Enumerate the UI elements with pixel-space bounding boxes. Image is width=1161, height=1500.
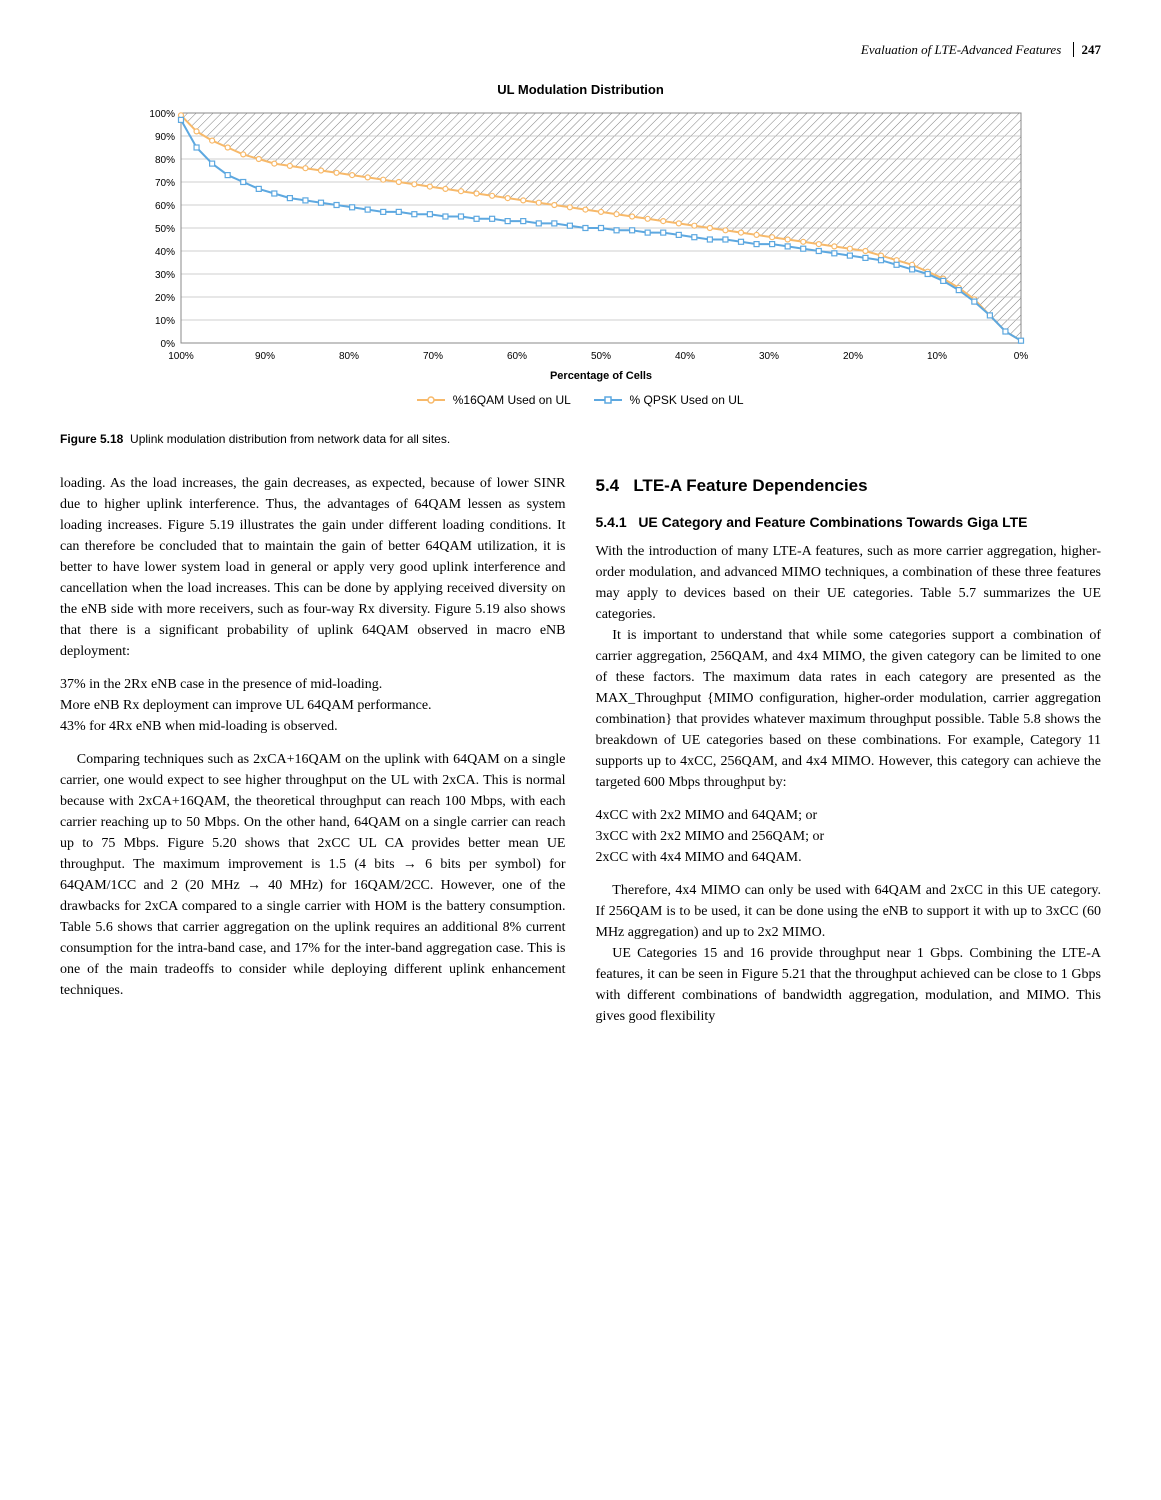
svg-text:0%: 0% <box>1013 351 1028 362</box>
svg-text:80%: 80% <box>338 351 358 362</box>
svg-text:20%: 20% <box>842 351 862 362</box>
svg-text:90%: 90% <box>154 132 174 143</box>
figure-label: Figure 5.18 <box>60 432 123 446</box>
figure-caption-text: Uplink modulation distribution from netw… <box>130 432 450 446</box>
svg-text:10%: 10% <box>926 351 946 362</box>
right-list-c: 2xCC with 4x4 MIMO and 64QAM. <box>596 847 1102 868</box>
svg-text:0%: 0% <box>160 339 175 350</box>
section-title: LTE-A Feature Dependencies <box>633 476 867 495</box>
svg-text:50%: 50% <box>590 351 610 362</box>
subsection-heading: 5.4.1 UE Category and Feature Combinatio… <box>596 512 1102 533</box>
legend-label-1: %16QAM Used on UL <box>453 393 571 407</box>
left-p1: loading. As the load increases, the gain… <box>60 473 566 662</box>
right-p1: With the introduction of many LTE-A feat… <box>596 541 1102 625</box>
figure-chart: UL Modulation Distribution 0% 10% 20% 30% 40… <box>60 80 1101 410</box>
running-header: Evaluation of LTE-Advanced Features 247 <box>60 40 1101 60</box>
legend-marker-1 <box>417 392 445 410</box>
svg-text:80%: 80% <box>154 155 174 166</box>
right-p4: UE Categories 15 and 16 provide throughp… <box>596 943 1102 1027</box>
legend-item-1: %16QAM Used on UL <box>417 391 570 410</box>
right-p2: It is important to understand that while… <box>596 625 1102 793</box>
left-list-b: More eNB Rx deployment can improve UL 64… <box>60 695 566 716</box>
chart-title: UL Modulation Distribution <box>60 80 1101 100</box>
right-list: 4xCC with 2x2 MIMO and 64QAM; or 3xCC wi… <box>596 805 1102 868</box>
right-list-b: 3xCC with 2x2 MIMO and 256QAM; or <box>596 826 1102 847</box>
legend-marker-2 <box>594 392 622 410</box>
svg-text:60%: 60% <box>154 201 174 212</box>
right-list-a: 4xCC with 2x2 MIMO and 64QAM; or <box>596 805 1102 826</box>
subsection-title: UE Category and Feature Combinations Tow… <box>638 514 1027 530</box>
left-list: 37% in the 2Rx eNB case in the presence … <box>60 674 566 737</box>
svg-text:60%: 60% <box>506 351 526 362</box>
svg-text:30%: 30% <box>154 270 174 281</box>
svg-text:Percentage of Cells: Percentage of Cells <box>549 370 651 382</box>
chart-svg: 0% 10% 20% 30% 40% 50% 60% 70% 80% 90% 100% 100% 90%… <box>121 103 1041 383</box>
figure-caption: Figure 5.18 Uplink modulation distributi… <box>60 430 1101 448</box>
chart-legend: %16QAM Used on UL % QPSK Used on UL <box>60 391 1101 410</box>
svg-text:40%: 40% <box>674 351 694 362</box>
left-list-c: 43% for 4Rx eNB when mid-loading is obse… <box>60 716 566 737</box>
svg-text:10%: 10% <box>154 316 174 327</box>
svg-text:90%: 90% <box>254 351 274 362</box>
right-p3: Therefore, 4x4 MIMO can only be used wit… <box>596 880 1102 943</box>
svg-text:100%: 100% <box>149 109 175 120</box>
running-title: Evaluation of LTE-Advanced Features <box>861 42 1061 57</box>
svg-text:100%: 100% <box>168 351 194 362</box>
svg-text:70%: 70% <box>422 351 442 362</box>
section-number: 5.4 <box>596 476 620 495</box>
svg-text:70%: 70% <box>154 178 174 189</box>
left-list-a: 37% in the 2Rx eNB case in the presence … <box>60 674 566 695</box>
left-p2: Comparing techniques such as 2xCA+16QAM … <box>60 749 566 1001</box>
body-columns: loading. As the load increases, the gain… <box>60 473 1101 1028</box>
section-heading: 5.4 LTE-A Feature Dependencies <box>596 473 1102 499</box>
svg-text:30%: 30% <box>758 351 778 362</box>
svg-text:20%: 20% <box>154 293 174 304</box>
left-column: loading. As the load increases, the gain… <box>60 473 566 1028</box>
svg-text:40%: 40% <box>154 247 174 258</box>
subsection-number: 5.4.1 <box>596 514 627 530</box>
legend-item-2: % QPSK Used on UL <box>594 391 743 410</box>
legend-label-2: % QPSK Used on UL <box>630 393 744 407</box>
page-number: 247 <box>1073 42 1102 57</box>
svg-text:50%: 50% <box>154 224 174 235</box>
right-column: 5.4 LTE-A Feature Dependencies 5.4.1 UE … <box>596 473 1102 1028</box>
